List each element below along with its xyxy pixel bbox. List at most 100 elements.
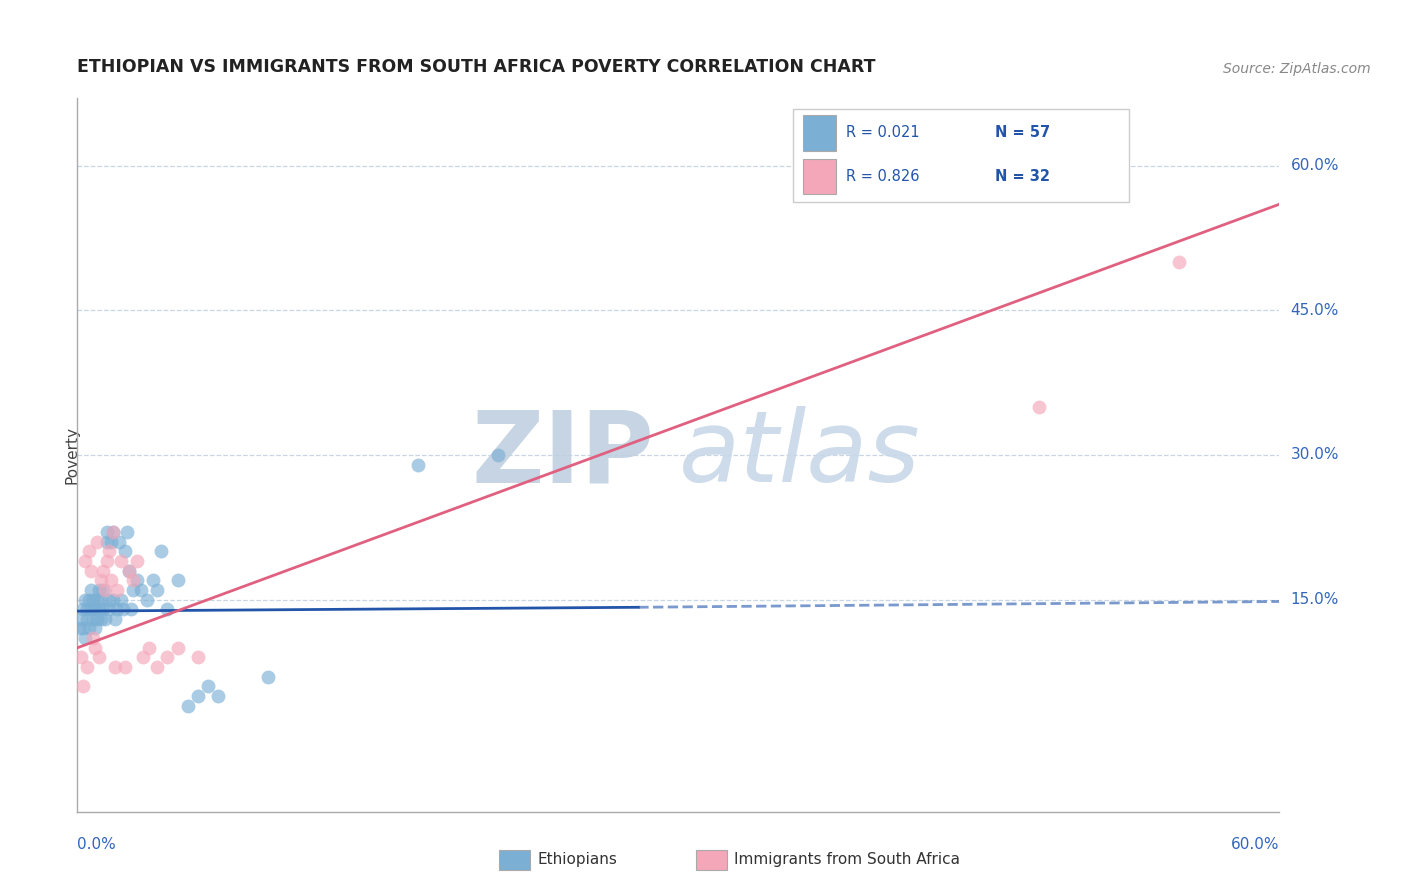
Point: [76, 612, 98, 626]
Point: [82, 612, 104, 626]
Text: 0.0%: 0.0%: [77, 837, 117, 852]
Y-axis label: Poverty: Poverty: [65, 425, 79, 484]
Point: [86, 534, 108, 549]
Point: [84, 640, 107, 655]
Point: [94, 612, 117, 626]
Point: [176, 698, 198, 713]
Point: [127, 554, 149, 568]
Point: [90, 574, 112, 588]
Point: [84, 602, 107, 616]
Text: atlas: atlas: [679, 407, 920, 503]
Point: [80, 602, 103, 616]
Point: [100, 574, 122, 588]
Point: [76, 660, 98, 674]
Point: [89, 582, 111, 597]
Point: [186, 650, 209, 665]
Text: ETHIOPIAN VS IMMIGRANTS FROM SOUTH AFRICA POVERTY CORRELATION CHART: ETHIOPIAN VS IMMIGRANTS FROM SOUTH AFRIC…: [77, 58, 876, 76]
Text: 15.0%: 15.0%: [1291, 592, 1339, 607]
Point: [82, 592, 104, 607]
Point: [122, 582, 145, 597]
Point: [90, 592, 112, 607]
Point: [166, 640, 188, 655]
Text: ZIP: ZIP: [471, 407, 654, 503]
Point: [118, 564, 141, 578]
Point: [1168, 255, 1191, 269]
Point: [486, 448, 509, 462]
Point: [94, 582, 117, 597]
Point: [127, 574, 149, 588]
Point: [114, 660, 136, 674]
Point: [89, 650, 111, 665]
Point: [79, 544, 101, 558]
Point: [79, 622, 101, 636]
Point: [112, 602, 135, 616]
Point: [86, 592, 108, 607]
Point: [75, 554, 97, 568]
Point: [156, 650, 179, 665]
Point: [138, 640, 160, 655]
Point: [166, 574, 188, 588]
Point: [98, 544, 121, 558]
Point: [186, 689, 209, 703]
Text: 30.0%: 30.0%: [1291, 448, 1339, 462]
Point: [72, 622, 94, 636]
Point: [136, 592, 159, 607]
Point: [84, 622, 107, 636]
Point: [86, 612, 108, 626]
Point: [114, 544, 136, 558]
Point: [117, 524, 139, 539]
Text: Source: ZipAtlas.com: Source: ZipAtlas.com: [1223, 62, 1371, 76]
Point: [75, 592, 97, 607]
Text: 45.0%: 45.0%: [1291, 302, 1339, 318]
Point: [120, 602, 142, 616]
Point: [104, 660, 127, 674]
Point: [70, 650, 93, 665]
Point: [67, 622, 90, 636]
Point: [72, 602, 94, 616]
Point: [104, 612, 127, 626]
Point: [107, 602, 129, 616]
Point: [89, 602, 111, 616]
Point: [131, 582, 153, 597]
Text: Ethiopians: Ethiopians: [537, 853, 617, 867]
Point: [72, 679, 94, 693]
Point: [96, 534, 118, 549]
Point: [156, 602, 179, 616]
Point: [70, 612, 93, 626]
Point: [80, 582, 103, 597]
Point: [76, 602, 98, 616]
Point: [146, 582, 169, 597]
Point: [96, 524, 118, 539]
Point: [132, 650, 155, 665]
Point: [103, 592, 125, 607]
Point: [80, 564, 103, 578]
Point: [79, 592, 101, 607]
Point: [122, 574, 145, 588]
Point: [142, 574, 165, 588]
Point: [118, 564, 141, 578]
Point: [197, 679, 219, 693]
Point: [100, 534, 122, 549]
Point: [75, 631, 97, 645]
Point: [93, 564, 115, 578]
Point: [256, 670, 278, 684]
Point: [103, 524, 125, 539]
Point: [107, 582, 129, 597]
Point: [146, 660, 169, 674]
Point: [108, 534, 131, 549]
Text: Immigrants from South Africa: Immigrants from South Africa: [734, 853, 960, 867]
Point: [98, 602, 121, 616]
Point: [90, 612, 112, 626]
Point: [110, 592, 132, 607]
Point: [150, 544, 173, 558]
Point: [110, 554, 132, 568]
Point: [103, 524, 125, 539]
Point: [1028, 400, 1050, 414]
Text: 60.0%: 60.0%: [1291, 158, 1339, 173]
Point: [96, 554, 118, 568]
Point: [98, 592, 121, 607]
Point: [93, 602, 115, 616]
Point: [82, 631, 104, 645]
Point: [93, 582, 115, 597]
Point: [207, 689, 229, 703]
